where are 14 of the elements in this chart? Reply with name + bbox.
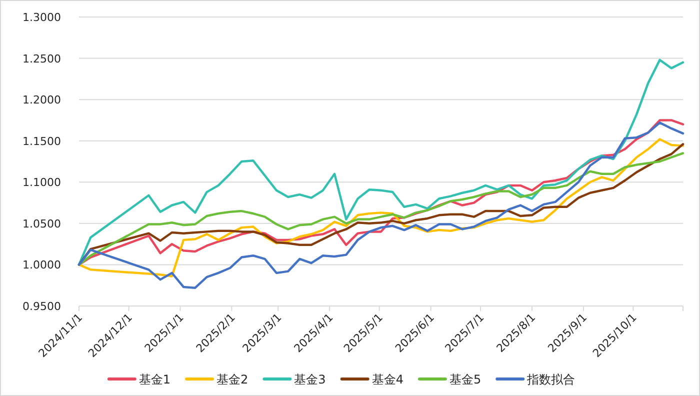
legend-label: 基金2 [216,372,248,386]
y-tick-label: 0.9500 [22,300,61,313]
legend-label: 基金4 [372,372,404,386]
y-tick-label: 1.0500 [22,217,61,230]
y-tick-label: 1.0000 [22,258,61,272]
y-tick-label: 1.1500 [22,134,61,148]
legend-label: 基金3 [294,372,326,386]
y-tick-label: 1.1000 [22,176,61,190]
legend-label: 基金1 [138,372,171,386]
y-tick-label: 1.2500 [22,52,61,66]
legend-label: 基金5 [449,372,482,386]
legend-label: 指数拟合 [526,372,576,386]
y-tick-label: 1.2000 [22,94,61,107]
y-tick-label: 1.3000 [22,11,61,24]
